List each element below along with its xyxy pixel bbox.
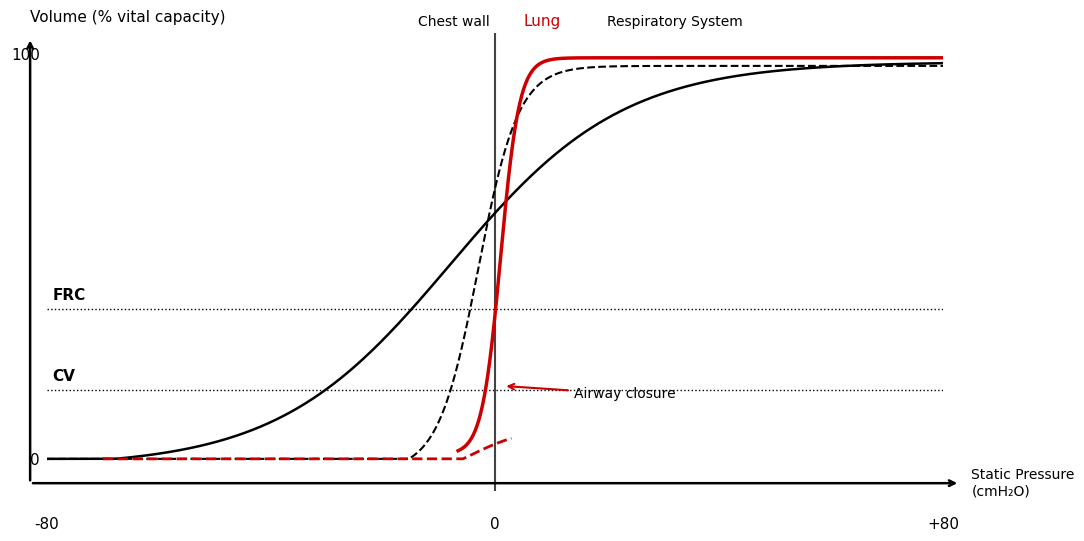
Text: Lung: Lung <box>524 15 560 29</box>
Text: Respiratory System: Respiratory System <box>607 16 743 29</box>
Text: Volume (% vital capacity): Volume (% vital capacity) <box>30 10 225 25</box>
Text: CV: CV <box>52 369 76 384</box>
Text: FRC: FRC <box>52 288 86 303</box>
Text: Static Pressure
(cmH₂O): Static Pressure (cmH₂O) <box>971 468 1074 498</box>
Text: Chest wall: Chest wall <box>417 16 490 29</box>
Text: Airway closure: Airway closure <box>508 384 675 401</box>
